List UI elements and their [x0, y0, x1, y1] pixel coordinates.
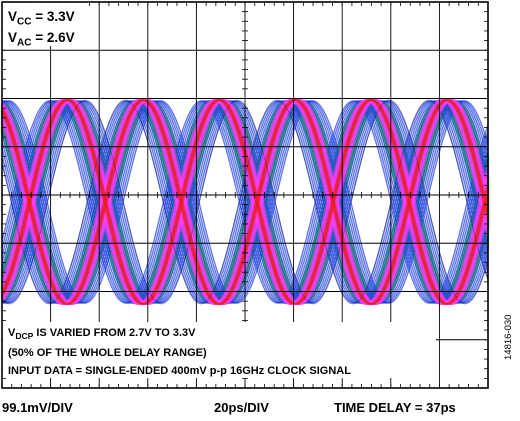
vertical-scale-label: 99.1mV/DIV — [2, 400, 73, 415]
vcc-label: VCC = 3.3V — [8, 9, 75, 28]
settings-box-background — [3, 3, 89, 46]
input-note: INPUT DATA = SINGLE-ENDED 400mV p-p 16GH… — [8, 365, 351, 377]
figure-id-label: 14816-030 — [503, 314, 514, 360]
notes-box-background — [3, 322, 436, 378]
vdcp-note: VDCP IS VARIED FROM 2.7V TO 3.3V — [8, 327, 196, 341]
plot-frame — [1, 1, 489, 389]
range-note: (50% OF THE WHOLE DELAY RANGE) — [8, 347, 207, 359]
horizontal-scale-label: 20ps/DIV — [214, 400, 269, 415]
time-delay-label: TIME DELAY = 37ps — [334, 400, 456, 415]
vac-label: VAC = 2.6V — [8, 30, 75, 49]
